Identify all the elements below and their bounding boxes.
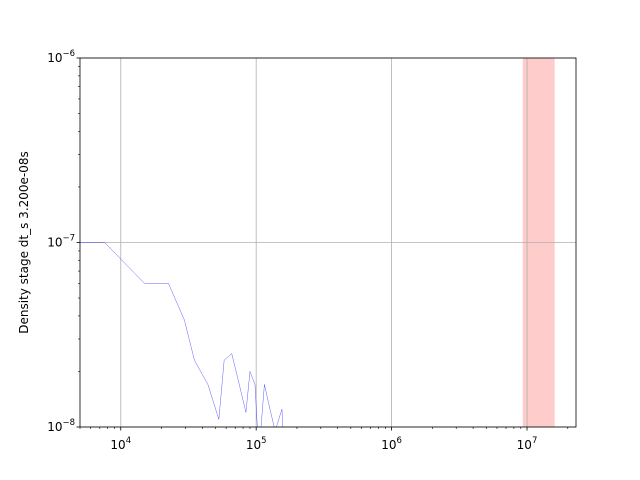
x-tick-label: 106 bbox=[381, 436, 402, 452]
y-tick-label: 10−7 bbox=[47, 234, 75, 250]
x-tick-label: 107 bbox=[517, 436, 538, 452]
x-tick-label: 105 bbox=[246, 436, 267, 452]
y-axis-title: Density stage dt_s 3.200e-08s bbox=[17, 151, 31, 334]
x-axis: 104 105 106 107 bbox=[79, 427, 569, 452]
y-axis: 10−8 10−7 10−6 bbox=[47, 49, 80, 434]
y-tick-label: 10−6 bbox=[47, 49, 75, 65]
series-line bbox=[80, 242, 284, 427]
x-tick-label: 104 bbox=[110, 436, 131, 452]
series-layer bbox=[80, 242, 284, 427]
y-tick-label: 10−8 bbox=[47, 418, 75, 434]
